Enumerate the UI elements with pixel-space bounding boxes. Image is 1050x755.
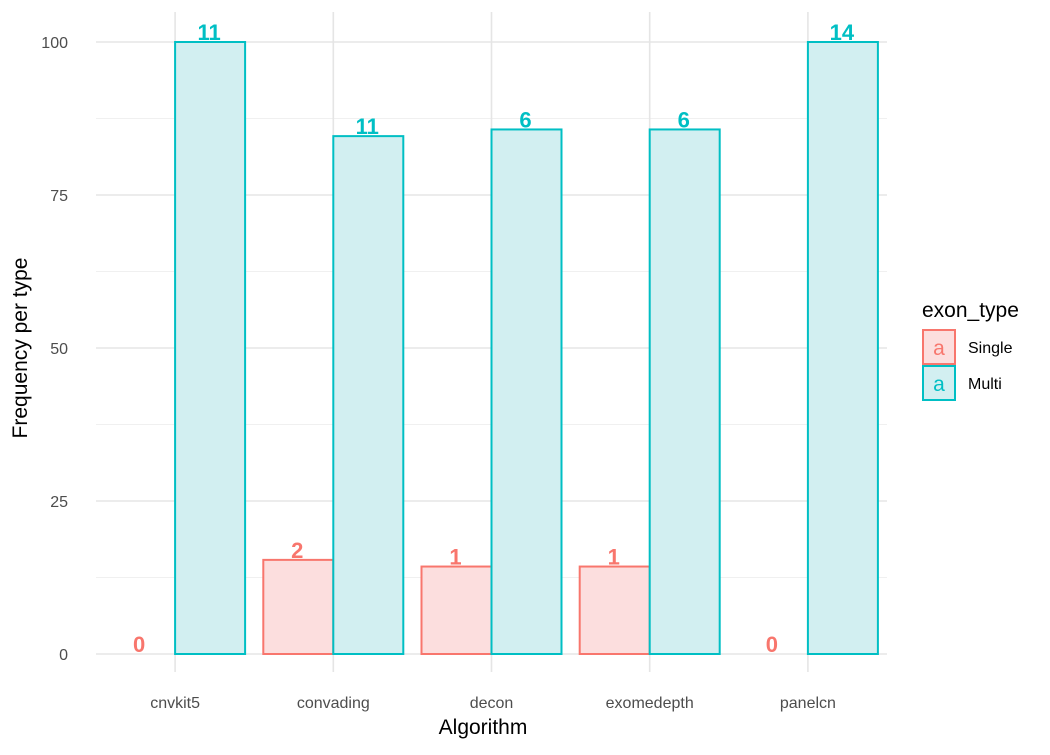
x-tick-label: exomedepth <box>606 695 694 712</box>
bar-value-label-single: 0 <box>133 632 145 657</box>
bar-value-label-multi: 6 <box>519 107 531 132</box>
x-tick-label: cnvkit5 <box>150 695 200 712</box>
y-axis-ticks: 0 25 50 75 100 <box>41 35 68 664</box>
legend-label-multi: Multi <box>968 376 1002 393</box>
y-tick-label: 25 <box>50 494 68 511</box>
bar-value-label-multi: 11 <box>197 20 220 45</box>
legend-key-single <box>922 329 956 365</box>
legend-item-single: a Single <box>922 329 1013 365</box>
bar-multi <box>490 128 563 656</box>
legend-glyph-multi: a <box>933 373 945 396</box>
y-axis-title: Frequency per type <box>9 258 32 439</box>
bar-value-label-single: 1 <box>608 545 620 570</box>
bar-value-label-single: 0 <box>766 632 778 657</box>
bar-multi <box>174 41 247 655</box>
bar-multi <box>806 41 879 655</box>
x-tick-label: panelcn <box>780 695 836 712</box>
y-tick-label: 50 <box>50 341 68 358</box>
bar-single <box>420 565 493 656</box>
bar-value-label-multi: 6 <box>678 107 690 132</box>
bar-value-label-multi: 14 <box>830 20 855 45</box>
x-axis-ticks: cnvkit5 convading decon exomedepth panelcn <box>150 695 836 712</box>
x-tick-label: convading <box>297 695 370 712</box>
bar-value-label-multi: 11 <box>356 114 379 139</box>
bar-multi <box>648 128 721 656</box>
y-tick-label: 0 <box>59 647 68 664</box>
x-tick-label: decon <box>470 695 514 712</box>
legend-key-multi <box>922 365 956 401</box>
bar-multi <box>332 135 405 655</box>
bar-value-label-single: 1 <box>449 545 461 570</box>
bar-single <box>578 565 651 656</box>
legend-item-multi: a Multi <box>922 365 1002 401</box>
legend-label-single: Single <box>968 340 1013 357</box>
y-tick-label: 100 <box>41 35 68 52</box>
legend: exon_type a Single a Multi <box>922 299 1019 401</box>
x-axis-title: Algorithm <box>439 716 528 739</box>
legend-glyph-single: a <box>933 337 945 360</box>
bars <box>174 41 879 656</box>
legend-title: exon_type <box>922 299 1019 322</box>
y-tick-label: 75 <box>50 188 68 205</box>
bar-value-label-single: 2 <box>291 538 303 563</box>
bar-single <box>262 558 335 655</box>
